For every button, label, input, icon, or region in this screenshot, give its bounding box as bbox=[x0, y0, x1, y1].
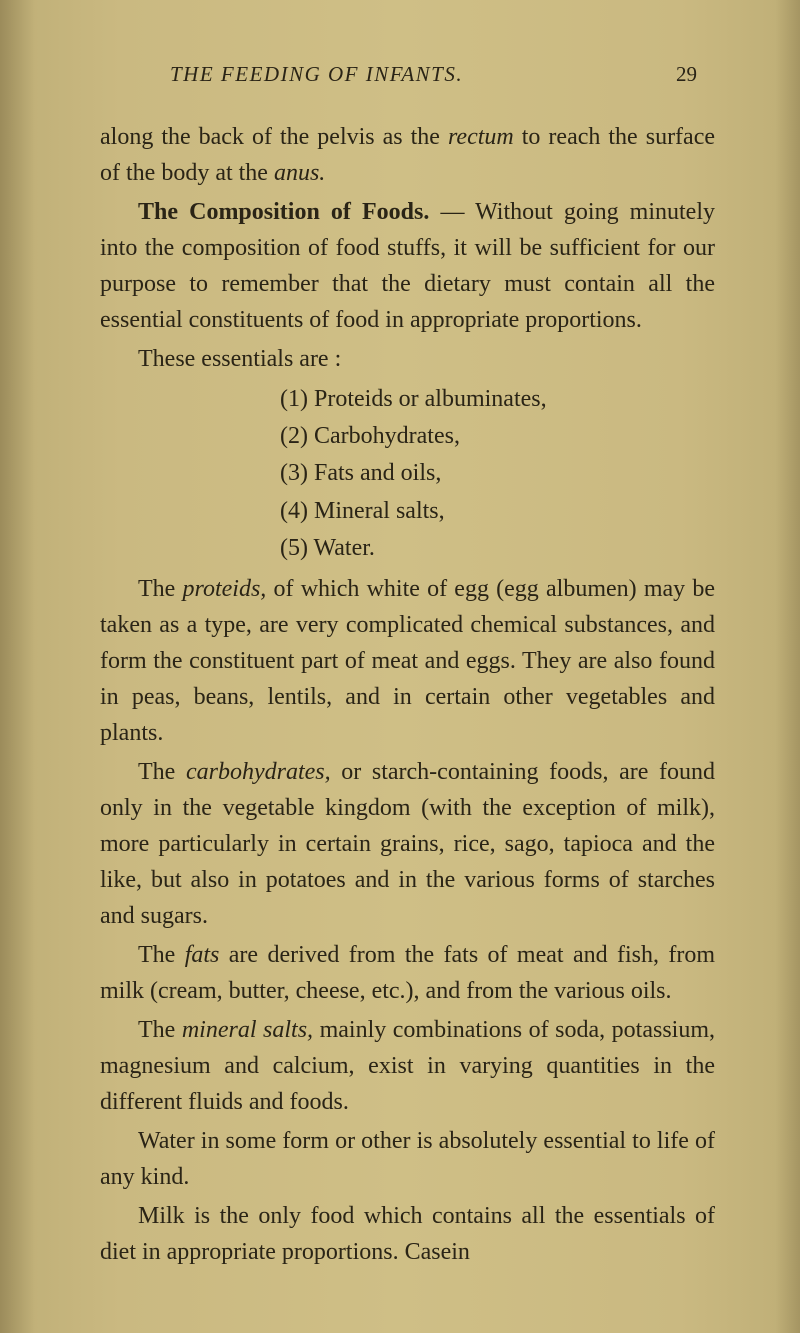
italic-term: rectum bbox=[448, 124, 514, 150]
paragraph-2: The Composition of Foods. — Without goin… bbox=[100, 194, 715, 338]
italic-term: anus. bbox=[274, 160, 325, 186]
section-heading: The Composition of Foods. bbox=[138, 199, 429, 225]
italic-term: mineral salts, bbox=[182, 1017, 313, 1043]
text-run: Milk is the only food which contains all… bbox=[100, 1203, 715, 1265]
text-run: Water in some form or other is absolutel… bbox=[100, 1128, 715, 1190]
paragraph-1: along the back of the pelvis as the rect… bbox=[100, 119, 715, 191]
paragraph-7: The mineral salts, mainly combinations o… bbox=[100, 1012, 715, 1120]
list-item: (1) Proteids or albuminates, bbox=[280, 381, 715, 418]
list-item: (2) Carbohydrates, bbox=[280, 418, 715, 455]
running-title: THE FEEDING OF INFANTS. bbox=[170, 62, 463, 87]
paragraph-8: Water in some form or other is absolutel… bbox=[100, 1123, 715, 1195]
italic-term: proteids, bbox=[183, 576, 267, 602]
paragraph-6: The fats are derived from the fats of me… bbox=[100, 937, 715, 1009]
text-run: The bbox=[138, 1017, 182, 1043]
list-item: (4) Mineral salts, bbox=[280, 493, 715, 530]
paragraph-3: These essentials are : bbox=[100, 341, 715, 377]
italic-term: carbohydrates, bbox=[186, 759, 331, 785]
list-item: (5) Water. bbox=[280, 530, 715, 567]
paragraph-4: The proteids, of which white of egg (egg… bbox=[100, 571, 715, 751]
paragraph-9: Milk is the only food which contains all… bbox=[100, 1198, 715, 1270]
paragraph-5: The carbohydrates, or starch-containing … bbox=[100, 754, 715, 934]
page-container: THE FEEDING OF INFANTS. 29 along the bac… bbox=[0, 0, 800, 1333]
text-run: The bbox=[138, 759, 186, 785]
list-item: (3) Fats and oils, bbox=[280, 455, 715, 492]
text-run: The bbox=[138, 942, 185, 968]
page-header: THE FEEDING OF INFANTS. 29 bbox=[100, 62, 715, 87]
body-text: along the back of the pelvis as the rect… bbox=[100, 119, 715, 1270]
page-number: 29 bbox=[676, 62, 697, 87]
essentials-list: (1) Proteids or albuminates, (2) Carbohy… bbox=[280, 381, 715, 567]
text-run: along the back of the pelvis as the bbox=[100, 124, 448, 150]
text-run: The bbox=[138, 576, 183, 602]
italic-term: fats bbox=[185, 942, 220, 968]
text-run: These essentials are : bbox=[138, 346, 341, 372]
